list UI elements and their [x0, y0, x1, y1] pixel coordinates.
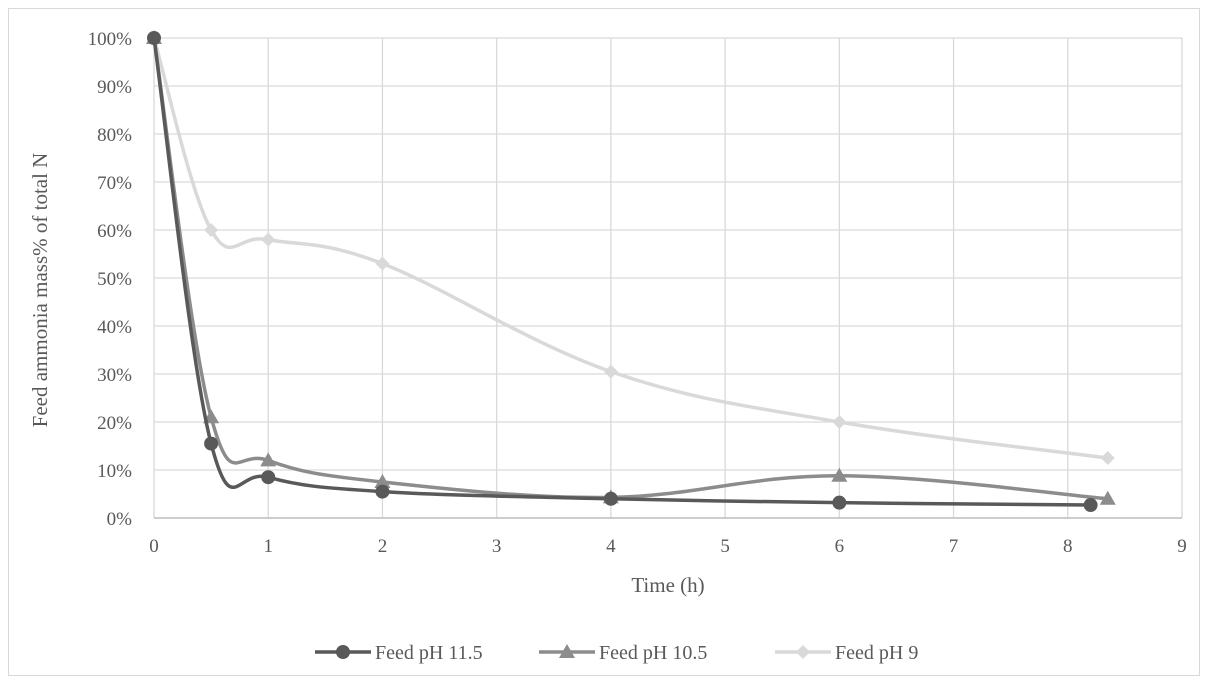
y-tick-label: 40% [97, 317, 132, 338]
legend-marker [559, 644, 575, 658]
legend-label: Feed pH 11.5 [375, 642, 483, 664]
legend-item: Feed pH 9 [775, 642, 918, 664]
data-point [375, 484, 390, 499]
x-tick-label: 5 [720, 536, 730, 557]
data-point [832, 415, 847, 429]
legend-item: Feed pH 11.5 [315, 642, 483, 664]
y-tick-label: 30% [97, 365, 132, 386]
data-point [831, 467, 848, 482]
series-feed-ph-11-5 [147, 31, 1098, 513]
gridlines [153, 37, 1183, 519]
chart-svg: 0% 10% 20% 30% 40% 50% 60% 70% 80% 90% 100% 0 1 2 3 4 5 6… [28, 29, 1187, 664]
y-tick-label: 90% [97, 77, 132, 98]
x-tick-label: 4 [606, 536, 616, 557]
tick-labels: 0% 10% 20% 30% 40% 50% 60% 70% 80% 90% 100% 0 1 2 3 4 5 6… [88, 29, 1187, 557]
series-feed-ph-10-5 [146, 30, 1116, 505]
x-tick-label: 9 [1177, 536, 1187, 557]
legend-label: Feed pH 9 [835, 642, 918, 664]
x-tick-label: 7 [949, 536, 959, 557]
x-tick-label: 3 [492, 536, 502, 557]
legend-item: Feed pH 10.5 [539, 642, 707, 664]
y-axis-title: Feed ammonia mass% of total N [28, 153, 52, 428]
data-point [375, 256, 390, 271]
x-tick-label: 1 [263, 536, 273, 557]
legend: Feed pH 11.5 Feed pH 10.5 Feed pH 9 [315, 642, 918, 664]
y-tick-label: 100% [88, 29, 133, 50]
y-tick-label: 60% [97, 221, 132, 242]
x-tick-label: 8 [1063, 536, 1073, 557]
data-point [261, 232, 276, 247]
legend-label: Feed pH 10.5 [599, 642, 707, 664]
series-line [152, 37, 1091, 507]
y-tick-label: 50% [97, 269, 132, 290]
data-point [147, 31, 161, 45]
x-tick-label: 6 [835, 536, 845, 557]
data-point [374, 474, 391, 488]
data-point [1083, 498, 1098, 513]
y-tick-label: 70% [97, 173, 132, 194]
series-layer [146, 30, 1116, 513]
data-point [204, 436, 219, 451]
data-point [1099, 490, 1116, 505]
chart-frame: 0% 10% 20% 30% 40% 50% 60% 70% 80% 90% 100% 0 1 2 3 4 5 6… [8, 8, 1200, 676]
y-tick-label: 20% [97, 413, 132, 434]
data-point [832, 495, 847, 510]
x-tick-label: 0 [149, 536, 159, 557]
x-tick-label: 2 [378, 536, 388, 557]
x-axis-title: Time (h) [631, 573, 704, 597]
y-tick-label: 10% [97, 461, 132, 482]
data-point [204, 223, 219, 237]
data-point [260, 452, 277, 467]
legend-marker [796, 645, 810, 659]
legend-marker [336, 645, 350, 659]
series-line [152, 37, 1108, 501]
data-point [603, 491, 618, 506]
data-point [261, 470, 276, 485]
y-tick-label: 80% [97, 125, 132, 146]
y-tick-label: 0% [107, 509, 133, 530]
data-point [603, 364, 618, 379]
series-line [152, 37, 1108, 460]
data-point [1100, 451, 1115, 465]
series-feed-ph-9 [147, 31, 1115, 465]
